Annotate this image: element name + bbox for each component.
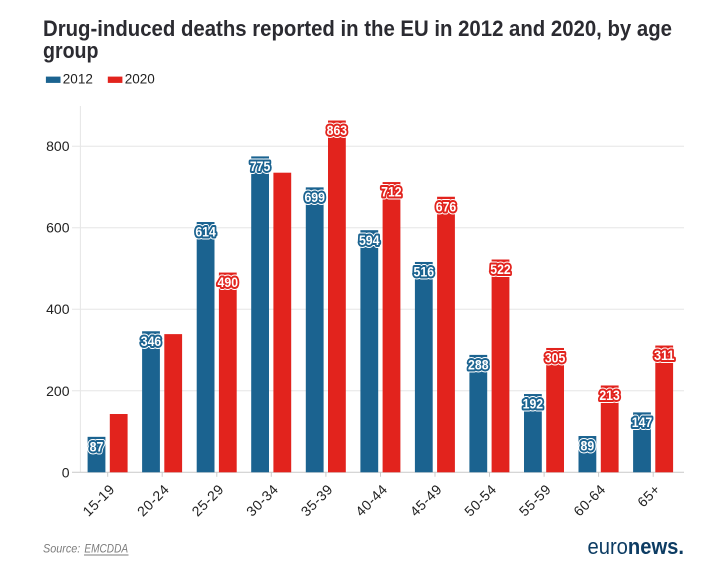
svg-text:614: 614 [195, 224, 216, 240]
svg-text:800: 800 [46, 138, 70, 154]
svg-text:863: 863 [327, 122, 348, 138]
svg-text:288: 288 [468, 357, 489, 373]
svg-text:Source:: Source: [43, 542, 80, 556]
svg-text:305: 305 [545, 350, 566, 366]
svg-text:346: 346 [141, 333, 162, 349]
svg-text:EMCDDA: EMCDDA [84, 542, 128, 556]
svg-text:213: 213 [599, 387, 620, 403]
svg-text:775: 775 [250, 158, 271, 174]
svg-text:400: 400 [46, 301, 70, 317]
svg-text:346: 346 [141, 333, 162, 349]
svg-text:490: 490 [218, 274, 239, 290]
svg-text:490: 490 [218, 274, 239, 290]
svg-text:89: 89 [581, 438, 595, 454]
svg-text:516: 516 [414, 264, 435, 280]
svg-text:614: 614 [195, 224, 216, 240]
svg-text:87: 87 [90, 438, 104, 454]
svg-text:594: 594 [359, 232, 380, 248]
svg-text:213: 213 [599, 387, 620, 403]
svg-text:288: 288 [468, 357, 489, 373]
svg-text:311: 311 [654, 347, 675, 363]
svg-text:600: 600 [46, 220, 70, 236]
svg-text:87: 87 [90, 438, 104, 454]
svg-text:516: 516 [414, 264, 435, 280]
svg-text:89: 89 [581, 438, 595, 454]
svg-text:2020: 2020 [125, 72, 155, 87]
svg-text:676: 676 [436, 198, 457, 214]
svg-text:594: 594 [359, 232, 380, 248]
svg-text:311: 311 [654, 347, 675, 363]
svg-text:2012: 2012 [63, 72, 93, 87]
svg-text:192: 192 [523, 396, 544, 412]
svg-text:200: 200 [46, 383, 70, 399]
svg-text:Drug-induced deaths reported i: Drug-induced deaths reported in the EU i… [43, 16, 672, 41]
svg-text:712: 712 [381, 184, 402, 200]
svg-text:522: 522 [490, 261, 511, 277]
svg-text:192: 192 [523, 396, 544, 412]
svg-text:699: 699 [304, 189, 325, 205]
svg-text:group: group [43, 38, 99, 63]
svg-text:712: 712 [381, 184, 402, 200]
svg-text:305: 305 [545, 350, 566, 366]
svg-text:147: 147 [632, 414, 653, 430]
svg-text:863: 863 [327, 122, 348, 138]
svg-text:522: 522 [490, 261, 511, 277]
svg-text:676: 676 [436, 198, 457, 214]
svg-text:775: 775 [250, 158, 271, 174]
svg-text:euronews.: euronews. [588, 534, 685, 559]
svg-text:147: 147 [632, 414, 653, 430]
svg-text:699: 699 [304, 189, 325, 205]
svg-text:0: 0 [62, 464, 70, 480]
